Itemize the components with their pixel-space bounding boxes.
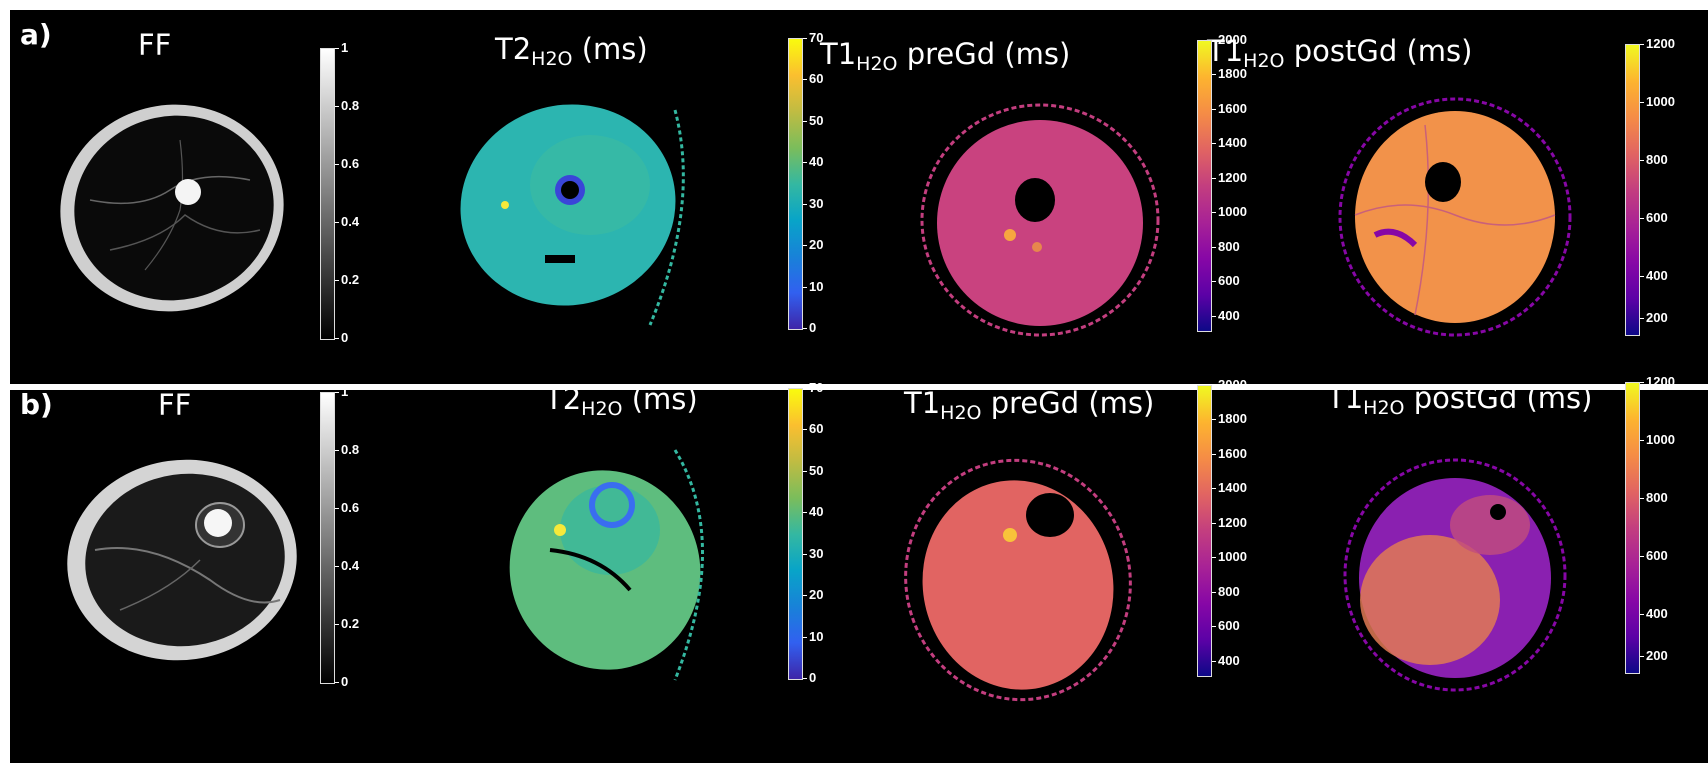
t1-post-colorbar — [1625, 44, 1640, 336]
t1-post-tick: 1200 — [1640, 374, 1675, 389]
ff-colorbar — [320, 48, 335, 340]
t1-pre-tick: 2000 — [1212, 32, 1247, 47]
t1-post-tick: 1000 — [1640, 94, 1675, 109]
t1-post-tick: 600 — [1640, 210, 1668, 225]
ff-tick: 0.4 — [334, 214, 360, 229]
t1-pre-tick: 1800 — [1212, 411, 1247, 426]
t2-tick: 20 — [802, 587, 824, 602]
panel-a: a) FF T2H2O (ms) T1H2O preGd (ms) T1H2O … — [10, 10, 1708, 384]
t1-post-title: T1H2O postGd (ms) — [1327, 381, 1593, 419]
ff-tick: 0.8 — [334, 442, 360, 457]
t2-tick: 0 — [802, 320, 817, 335]
panel-b: b) FF T2H2O (ms) T1H2O preGd (ms) T1H2O … — [10, 374, 1708, 763]
t1-pre-tick: 1400 — [1212, 480, 1247, 495]
t2-tick: 20 — [802, 237, 824, 252]
t1-pre-colorbar — [1197, 40, 1212, 332]
t1-pre-tick: 1400 — [1212, 135, 1247, 150]
t1-post-colorbar — [1625, 382, 1640, 674]
t1-pre-tick: 1000 — [1212, 549, 1247, 564]
t1-post-tick: 400 — [1640, 268, 1668, 283]
ff-tick: 1 — [334, 40, 349, 55]
ff-tick: 0.6 — [334, 500, 360, 515]
t2-tick: 40 — [802, 154, 824, 169]
ff-map-image — [60, 104, 284, 312]
t1-pre-map-image — [904, 458, 1132, 702]
t2-colorbar — [788, 388, 803, 680]
t2-tick: 50 — [802, 113, 824, 128]
t1-pre-colorbar-ticks: 2000 1800 1600 1400 1200 1000 800 600 40… — [1212, 32, 1268, 336]
t2-tick: 0 — [802, 670, 817, 685]
t1-post-tick: 200 — [1640, 648, 1668, 663]
t2-tick: 30 — [802, 546, 824, 561]
t1-pre-title: T1H2O preGd (ms) — [904, 386, 1155, 424]
ff-tick: 0 — [334, 674, 349, 689]
t1-post-tick: 600 — [1640, 548, 1668, 563]
t1-pre-colorbar-ticks: 2000 1800 1600 1400 1200 1000 800 600 40… — [1212, 377, 1268, 681]
t2-tick: 50 — [802, 463, 824, 478]
ff-tick: 0.2 — [334, 616, 360, 631]
t1-pre-tick: 600 — [1212, 273, 1240, 288]
t1-pre-tick: 1600 — [1212, 446, 1247, 461]
t1-pre-tick: 1800 — [1212, 66, 1247, 81]
t2-tick: 70 — [802, 380, 824, 395]
t1-post-tick: 200 — [1640, 310, 1668, 325]
t2-tick: 10 — [802, 279, 824, 294]
t1-post-colorbar-ticks: 1200 1000 800 600 400 200 — [1640, 374, 1696, 678]
t2-colorbar-ticks: 70 60 50 40 30 20 10 0 — [802, 30, 849, 335]
t1-pre-tick: 800 — [1212, 584, 1240, 599]
ff-tick: 0.8 — [334, 98, 360, 113]
t2-tick: 70 — [802, 30, 824, 45]
ff-colorbar-ticks: 1 0.8 0.6 0.4 0.2 0 — [334, 40, 381, 345]
t2-map-image — [460, 104, 685, 326]
ff-title: FF — [138, 28, 172, 62]
t2-tick: 60 — [802, 421, 824, 436]
ff-map-image — [67, 459, 297, 661]
ff-tick: 0.6 — [334, 156, 360, 171]
t1-pre-tick: 2000 — [1212, 377, 1247, 392]
t1-pre-tick: 800 — [1212, 239, 1240, 254]
t2-tick: 30 — [802, 196, 824, 211]
t1-pre-tick: 1200 — [1212, 515, 1247, 530]
t1-pre-tick: 400 — [1212, 653, 1240, 668]
t1-pre-tick: 600 — [1212, 618, 1240, 633]
ff-tick: 0.2 — [334, 272, 360, 287]
t1-pre-tick: 1200 — [1212, 170, 1247, 185]
t1-pre-colorbar — [1197, 385, 1212, 677]
t1-post-map-image — [1338, 97, 1572, 337]
t2-tick: 60 — [802, 71, 824, 86]
ff-colorbar-ticks: 1 0.8 0.6 0.4 0.2 0 — [334, 384, 381, 689]
t1-post-title: T1H2O postGd (ms) — [1207, 34, 1473, 72]
t1-pre-tick: 400 — [1212, 308, 1240, 323]
t2-title: T2H2O (ms) — [495, 32, 648, 70]
ff-tick: 0.4 — [334, 558, 360, 573]
t1-post-tick: 800 — [1640, 490, 1668, 505]
t1-post-tick: 1200 — [1640, 36, 1675, 51]
t2-colorbar-ticks: 70 60 50 40 30 20 10 0 — [802, 380, 849, 685]
t2-map-image — [509, 449, 704, 681]
t1-post-map-image — [1343, 458, 1567, 692]
ff-title: FF — [158, 388, 192, 422]
t1-post-colorbar-ticks: 1200 1000 800 600 400 200 — [1640, 36, 1696, 340]
t1-pre-title: T1H2O preGd (ms) — [820, 37, 1071, 75]
t1-pre-tick: 1000 — [1212, 204, 1247, 219]
t2-title: T2H2O (ms) — [545, 382, 698, 420]
t1-pre-map-image — [920, 103, 1160, 337]
panel-divider — [10, 384, 1708, 390]
panel-label: a) — [20, 18, 52, 51]
t2-tick: 40 — [802, 504, 824, 519]
ff-tick: 1 — [334, 384, 349, 399]
ff-tick: 0 — [334, 330, 349, 345]
t1-pre-tick: 1600 — [1212, 101, 1247, 116]
ff-colorbar — [320, 392, 335, 684]
t2-colorbar — [788, 38, 803, 330]
t1-post-tick: 400 — [1640, 606, 1668, 621]
panel-label: b) — [20, 388, 53, 421]
t1-post-tick: 800 — [1640, 152, 1668, 167]
t2-tick: 10 — [802, 629, 824, 644]
t1-post-tick: 1000 — [1640, 432, 1675, 447]
